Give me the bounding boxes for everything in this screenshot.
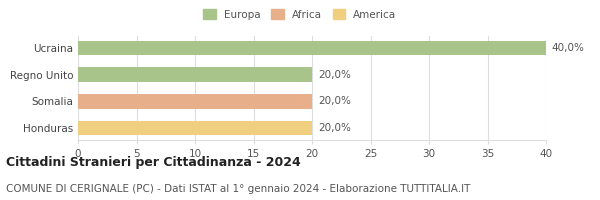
Bar <box>78 94 312 109</box>
Text: Cittadini Stranieri per Cittadinanza - 2024: Cittadini Stranieri per Cittadinanza - 2… <box>6 156 301 169</box>
Text: 20,0%: 20,0% <box>318 96 351 106</box>
Legend: Europa, Africa, America: Europa, Africa, America <box>199 5 401 24</box>
Text: 20,0%: 20,0% <box>318 70 351 80</box>
Bar <box>78 121 312 135</box>
Bar <box>78 41 546 55</box>
Text: 20,0%: 20,0% <box>318 123 351 133</box>
Text: 40,0%: 40,0% <box>552 43 585 53</box>
Bar <box>78 67 312 82</box>
Text: COMUNE DI CERIGNALE (PC) - Dati ISTAT al 1° gennaio 2024 - Elaborazione TUTTITAL: COMUNE DI CERIGNALE (PC) - Dati ISTAT al… <box>6 184 470 194</box>
